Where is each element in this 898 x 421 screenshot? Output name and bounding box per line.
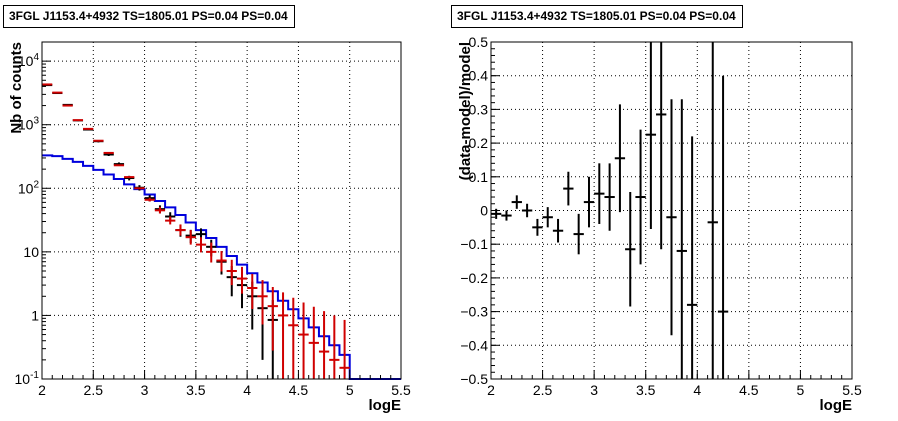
right-y-tick-label: 0.3 xyxy=(469,101,489,117)
left-x-tick-label: 5.5 xyxy=(391,382,411,398)
right-y-tick-label: −0.5 xyxy=(460,371,488,387)
left-y-tick-label: 10-1 xyxy=(15,370,40,387)
left-x-tick-label: 3.5 xyxy=(186,382,206,398)
left-x-tick-label: 2 xyxy=(38,382,46,398)
left-y-tick-label: 104 xyxy=(18,52,40,69)
right-y-tick-label: 0.2 xyxy=(469,135,489,151)
right-y-tick-label: 0.4 xyxy=(469,68,489,84)
left-x-tick-label: 4 xyxy=(243,382,251,398)
left-plot-area xyxy=(42,42,401,379)
right-x-tick-label: 3 xyxy=(590,382,598,398)
left-y-tick-label: 1 xyxy=(31,307,39,323)
right-y-tick-label: −0.3 xyxy=(460,304,488,320)
left-x-tick-label: 2.5 xyxy=(84,382,104,398)
left-model-step-line xyxy=(42,154,401,380)
right-grid xyxy=(491,42,852,379)
right-y-tick-label: −0.2 xyxy=(460,270,488,286)
right-x-axis-label: logE xyxy=(820,397,853,414)
left-x-tick-label: 3 xyxy=(141,382,149,398)
left-x-tick-label: 4.5 xyxy=(289,382,309,398)
right-y-tick-label: −0.4 xyxy=(460,337,488,353)
right-x-tick-label: 4 xyxy=(693,382,701,398)
right-chart-title: 3FGL J1153.4+4932 TS=1805.01 PS=0.04 PS=… xyxy=(451,5,743,28)
right-y-axis-label: (data-model)/model xyxy=(457,42,474,180)
right-x-tick-label: 4.5 xyxy=(739,382,759,398)
left-y-axis-label: Nb of counts xyxy=(8,42,25,134)
right-x-tick-label: 5 xyxy=(797,382,805,398)
right-y-tick-label: 0.5 xyxy=(469,34,489,50)
left-y-tick-label: 102 xyxy=(18,179,40,196)
left-chart-title: 3FGL J1153.4+4932 TS=1805.01 PS=0.04 PS=… xyxy=(3,5,295,28)
left-grid xyxy=(42,42,401,379)
right-y-tick-label: 0.1 xyxy=(469,169,489,185)
right-x-tick-label: 3.5 xyxy=(636,382,656,398)
left-y-tick-label: 103 xyxy=(18,116,40,133)
right-y-tick-label: −0.1 xyxy=(460,236,488,252)
left-x-tick-label: 5 xyxy=(346,382,354,398)
right-x-tick-label: 2.5 xyxy=(533,382,553,398)
left-y-tick-label: 10 xyxy=(23,244,39,260)
left-x-axis-label: logE xyxy=(369,397,402,414)
left-plot-frame xyxy=(41,41,402,380)
right-x-tick-label: 5.5 xyxy=(842,382,862,398)
right-y-tick-label: 0 xyxy=(480,203,488,219)
right-x-tick-label: 2 xyxy=(487,382,495,398)
